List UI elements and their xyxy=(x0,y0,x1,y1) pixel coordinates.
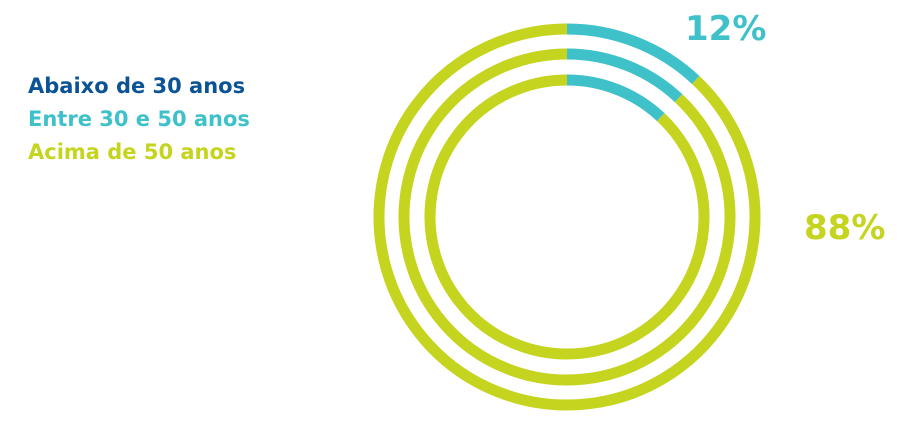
legend-item-under-30: Abaixo de 30 anos xyxy=(28,74,246,98)
data-label-12: 12% xyxy=(685,9,766,49)
legend-item-over-50: Acima de 50 anos xyxy=(28,140,237,164)
legend-item-30-to-50: Entre 30 e 50 anos xyxy=(28,107,250,131)
ring-middle-segment-12 xyxy=(566,48,683,103)
ring-inner-segment-12 xyxy=(566,74,665,122)
legend: Abaixo de 30 anos Entre 30 e 50 anos Aci… xyxy=(28,70,250,169)
data-label-88: 88% xyxy=(804,208,885,248)
ring-inner-segment-88 xyxy=(424,74,710,360)
ring-outer-segment-12 xyxy=(566,23,700,84)
ring-outer-segment-88 xyxy=(373,23,761,411)
rings-group xyxy=(373,23,761,411)
ring-middle-segment-88 xyxy=(398,48,736,386)
